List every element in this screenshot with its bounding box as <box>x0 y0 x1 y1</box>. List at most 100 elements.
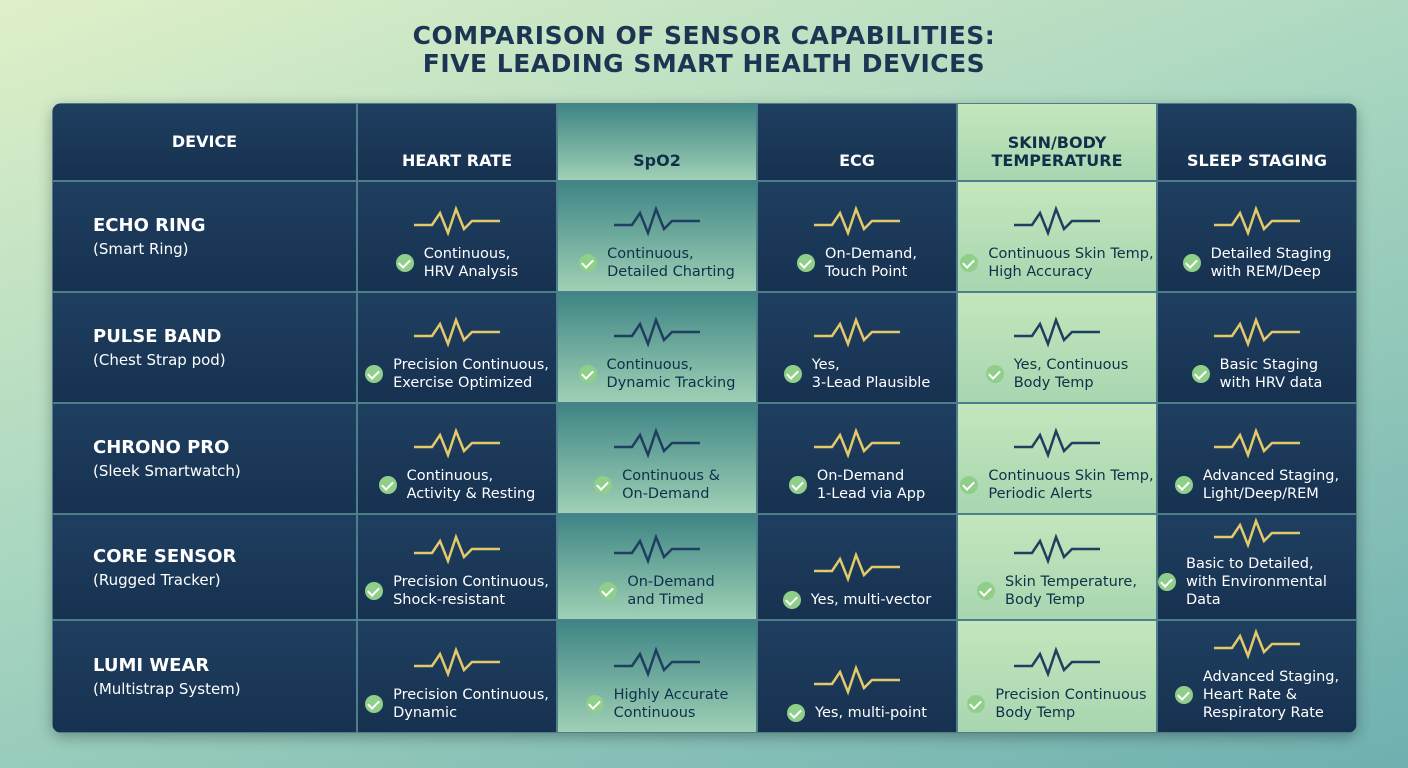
device-type: (Multistrap System) <box>93 680 241 698</box>
feature-line: Respiratory Rate <box>1202 705 1324 721</box>
device-cell: CORE SENSOR (Rugged Tracker) <box>52 514 357 620</box>
wave <box>1014 316 1100 348</box>
feature-cell: On-Demand and Timed <box>557 514 757 620</box>
feature-text: On-Demand, Touch Point <box>825 245 917 281</box>
check-icon <box>967 695 986 713</box>
device-type: (Sleek Smartwatch) <box>93 462 241 480</box>
feature-cell: Highly Accurate Continuous <box>557 620 757 733</box>
feature-line: Body Temp <box>1013 375 1094 391</box>
feature-line: Activity & Resting <box>406 486 536 502</box>
check-icon <box>1174 476 1193 494</box>
check-icon <box>1182 254 1201 272</box>
column-header: SLEEP STAGING <box>1157 103 1357 181</box>
feature-line: Yes, multi-point <box>815 705 927 721</box>
device-type: (Chest Strap pod) <box>93 351 226 369</box>
wave <box>614 316 700 348</box>
feature-body: Continuous, Detailed Charting <box>579 245 735 291</box>
feature-body: Continuous, Activity & Resting <box>378 467 536 513</box>
icon <box>1014 533 1100 565</box>
feature-cell: Precision Continuous Body Temp <box>957 620 1157 733</box>
feature-line: and Timed <box>627 592 704 608</box>
feature-line: with Environmental Data <box>1186 574 1327 608</box>
feature-cell: Advanced Staging, Light/Deep/REM <box>1157 403 1357 514</box>
feature-text: Continuous, Activity & Resting <box>407 467 536 503</box>
icon <box>614 427 700 459</box>
feature-text: Continuous, Detailed Charting <box>607 245 735 281</box>
feature-cell: Continuous Skin Temp, Periodic Alerts <box>957 403 1157 514</box>
wave <box>814 205 900 237</box>
check-icon <box>365 582 384 600</box>
feature-line: Shock-resistant <box>393 592 506 608</box>
feature-body: Precision Continuous Body Temp <box>967 686 1147 732</box>
header-text: SLEEP STAGING <box>1186 151 1328 170</box>
check-icon <box>797 254 816 272</box>
feature-text: Yes, Continuous Body Temp <box>1014 356 1129 392</box>
wave <box>414 427 500 459</box>
wave <box>814 316 900 348</box>
feature-text: Advanced Staging, Light/Deep/REM <box>1203 467 1339 503</box>
check-icon <box>599 582 618 600</box>
icon <box>414 427 500 459</box>
device-cell: ECHO RING (Smart Ring) <box>52 181 357 292</box>
check-icon <box>977 582 996 600</box>
feature-text: Continuous, Dynamic Tracking <box>607 356 736 392</box>
feature-cell: Precision Continuous, Dynamic <box>357 620 557 733</box>
feature-text: Precision Continuous Body Temp <box>995 686 1146 722</box>
wave <box>814 427 900 459</box>
feature-cell: Detailed Staging with REM/Deep <box>1157 181 1357 292</box>
feature-line: Dynamic Tracking <box>606 375 736 391</box>
feature-body: Precision Continuous, Shock-resistant <box>365 573 549 619</box>
feature-text: On-Demand and Timed <box>627 573 714 609</box>
wave <box>414 646 500 678</box>
feature-line: Dynamic <box>393 705 458 721</box>
header-text: HEART RATE <box>401 151 513 170</box>
wave <box>814 551 900 583</box>
icon <box>814 551 900 583</box>
feature-body: Advanced Staging, Heart Rate & Respiratory… <box>1174 668 1339 732</box>
feature-cell: Continuous, HRV Analysis <box>357 181 557 292</box>
feature-text: Highly Accurate Continuous <box>614 686 729 722</box>
feature-cell: Yes, multi-vector <box>757 514 957 620</box>
feature-line: Precision Continuous, <box>393 357 549 373</box>
feature-line: Continuous, <box>406 468 494 484</box>
feature-line: with HRV data <box>1219 375 1323 391</box>
check-icon <box>378 476 397 494</box>
wave <box>1014 205 1100 237</box>
check-icon <box>1191 365 1210 383</box>
feature-text: Yes, 3-Lead Plausible <box>812 356 931 392</box>
feature-text: Continuous Skin Temp, High Accuracy <box>988 245 1153 281</box>
feature-text: Continuous Skin Temp, Periodic Alerts <box>988 467 1153 503</box>
title-line: COMPARISON OF SENSOR CAPABILITIES: <box>412 21 996 50</box>
check-icon <box>1158 573 1176 591</box>
feature-body: Continuous & On-Demand <box>594 467 720 513</box>
check-icon <box>985 365 1004 383</box>
check-icon <box>395 254 414 272</box>
device-name: CORE SENSOR <box>93 545 237 567</box>
device-name: LUMI WEAR <box>93 655 210 676</box>
feature-body: Basic Staging with HRV data <box>1191 356 1323 402</box>
feature-line: Continuous Skin Temp, <box>988 246 1154 262</box>
column-header: ECG <box>757 103 957 181</box>
feature-text: Advanced Staging, Heart Rate & Respiratory… <box>1203 668 1339 722</box>
feature-body: Yes, multi-point <box>787 704 927 732</box>
wave <box>1214 517 1300 549</box>
icon <box>414 533 500 565</box>
feature-body: On-Demand 1-Lead via App <box>788 467 925 513</box>
feature-body: Highly Accurate Continuous <box>585 686 729 732</box>
feature-text: Precision Continuous, Dynamic <box>393 686 549 722</box>
icon <box>1214 316 1300 348</box>
icon <box>614 205 700 237</box>
feature-body: Yes, multi-vector <box>782 591 931 619</box>
icon <box>1214 628 1300 660</box>
wave <box>614 427 700 459</box>
feature-line: Continuous, <box>606 357 694 373</box>
device-cell: CHRONO PRO (Sleek Smartwatch) <box>52 403 357 514</box>
feature-line: Precision Continuous <box>995 687 1147 703</box>
feature-body: Basic to Detailed, with Environmental Dat… <box>1158 555 1356 619</box>
feature-line: Touch Point <box>825 264 908 280</box>
feature-line: Detailed Staging <box>1210 246 1332 262</box>
feature-line: Basic Staging <box>1219 357 1319 373</box>
feature-body: Precision Continuous, Exercise Optimized <box>365 356 549 402</box>
icon <box>1214 205 1300 237</box>
